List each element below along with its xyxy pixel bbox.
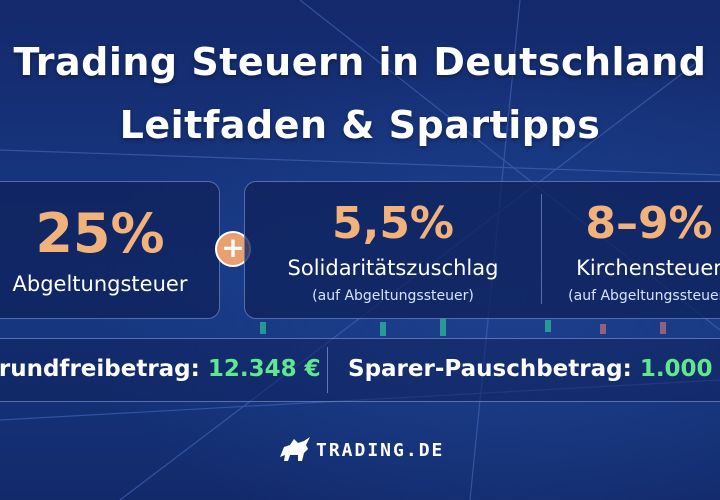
kirchensteuer-label: Kirchensteuer	[576, 256, 720, 280]
soli-label: Solidaritätszuschlag	[287, 256, 499, 280]
bull-icon	[280, 437, 310, 461]
sparer-pauschbetrag-label: Sparer-Pauschbetrag:	[348, 356, 632, 382]
logo-text: TRADING.DE	[316, 440, 445, 461]
abgeltungsteuer-rate: 25%	[35, 202, 165, 265]
grundfreibetrag-label: Grundfreibetrag:	[0, 356, 200, 382]
grundfreibetrag-value: 12.348 €	[207, 356, 321, 382]
kirchensteuer-note: (auf Abgeltungssteuer)	[568, 288, 720, 304]
sparer-pauschbetrag-row: Sparer-Pauschbetrag: 1.000 €	[348, 356, 720, 382]
card-divider	[541, 194, 542, 304]
sparer-pauschbetrag-value: 1.000 €	[639, 356, 720, 382]
soli-note: (auf Abgeltungssteuer)	[312, 288, 474, 304]
page-title-line-1: Trading Steuern in Deutschland	[13, 40, 707, 84]
kirchensteuer-rate: 8–9%	[585, 198, 713, 249]
trading-de-logo[interactable]: TRADING.DE	[278, 432, 448, 468]
zuschlaege-card: 5,5% Solidaritätszuschlag (auf Abgeltung…	[244, 181, 720, 319]
bar-divider	[327, 347, 328, 393]
page-title-line-2: Leitfaden & Spartipps	[119, 103, 601, 147]
abgeltungsteuer-label: Abgeltungsteuer	[12, 272, 188, 296]
grundfreibetrag-row: Grundfreibetrag: 12.348 €	[0, 356, 321, 382]
soli-rate: 5,5%	[331, 198, 455, 249]
abgeltungsteuer-card: 25% Abgeltungsteuer	[0, 181, 220, 319]
allowances-bar: Grundfreibetrag: 12.348 € Sparer-Pauschb…	[0, 338, 720, 402]
